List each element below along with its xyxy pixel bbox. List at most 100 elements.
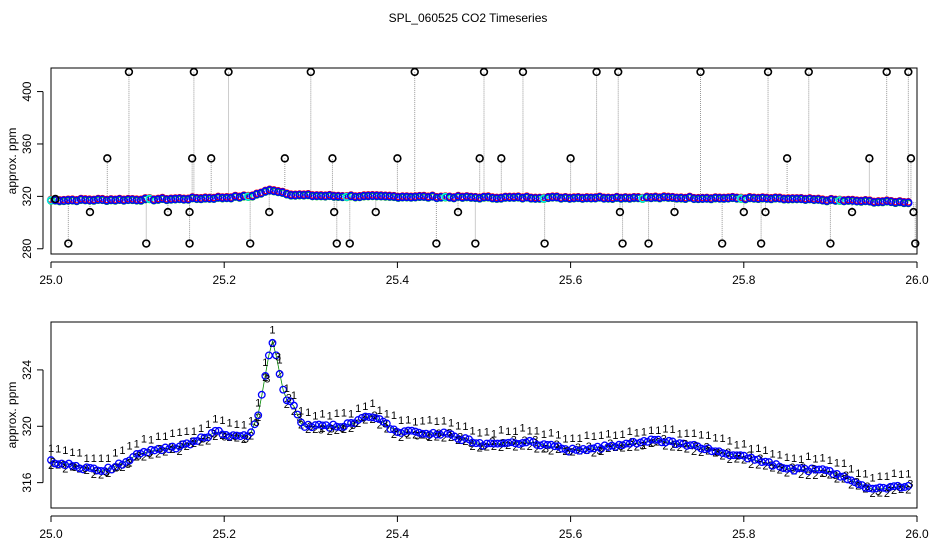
x-tick-label: 25.6	[559, 527, 583, 540]
series-point	[132, 450, 141, 458]
series-blue-point	[831, 196, 840, 205]
series-blue-point	[59, 196, 69, 205]
series-blue-point	[856, 197, 866, 206]
series-point	[557, 444, 566, 453]
series-point	[868, 484, 877, 493]
top-axes: 25.0 25.2 25.4 25.6 25.8 26.0 280 320 360 400	[20, 81, 929, 287]
point-label-2: 2	[784, 467, 790, 479]
point-label-3: 3	[436, 428, 442, 440]
point-label-1: 1	[469, 425, 475, 437]
series-point	[875, 483, 884, 492]
series-blue-point	[282, 189, 291, 199]
series-point	[382, 419, 391, 428]
point-label-3: 3	[672, 439, 678, 451]
point-label-1: 1	[98, 453, 104, 465]
point-label-1: 1	[448, 418, 454, 430]
point-label-1: 1	[698, 429, 704, 441]
series-blue-point	[376, 191, 386, 201]
series-blue-point	[754, 194, 763, 203]
series-blue-point	[183, 195, 193, 204]
series-point	[282, 396, 291, 405]
point-label-1: 1	[369, 398, 375, 410]
point-label-2: 2	[262, 372, 268, 384]
series-blue-point	[175, 194, 184, 203]
point-label-1: 1	[612, 430, 618, 442]
point-label-3: 3	[479, 441, 485, 453]
series-blue-point	[304, 190, 313, 199]
series-blue-point	[432, 193, 442, 202]
series-blue-point	[243, 192, 253, 201]
series-point	[775, 462, 784, 471]
series-blue-point	[805, 194, 814, 204]
outlier-point	[306, 67, 315, 77]
point-label-3: 3	[329, 424, 335, 436]
series-point	[622, 439, 631, 448]
outlier-point	[540, 239, 549, 248]
point-label-3: 3	[907, 478, 913, 490]
series-blue-point	[621, 193, 630, 203]
series-point	[275, 370, 284, 379]
outlier-point	[432, 239, 441, 248]
series-blue-point	[364, 191, 373, 201]
point-label-3: 3	[50, 456, 56, 468]
outlier-point	[51, 194, 60, 204]
point-label-1: 1	[548, 428, 554, 440]
point-label-1: 1	[812, 454, 818, 466]
x-tick-label: 26.0	[905, 273, 929, 287]
series-point	[665, 436, 673, 445]
point-label-1: 1	[870, 472, 876, 484]
series-blue-point	[141, 194, 150, 204]
series-blue-point	[128, 195, 137, 204]
series-point	[225, 432, 234, 441]
series-blue-point	[81, 195, 90, 205]
series-point	[139, 447, 148, 456]
series-blue-point	[702, 194, 712, 203]
series-point	[543, 440, 552, 449]
series-point	[843, 475, 852, 484]
point-label-2: 2	[405, 429, 411, 441]
point-label-2: 2	[698, 447, 704, 459]
series-point	[357, 414, 366, 422]
point-label-1: 1	[391, 410, 397, 422]
series-blue-point	[569, 193, 579, 203]
point-label-1: 1	[248, 416, 254, 428]
series-blue-point	[839, 196, 849, 206]
series-blue-point	[719, 194, 729, 203]
x-tick-label: 25.2	[213, 273, 237, 287]
series-blue-point	[68, 195, 77, 205]
x-tick-label: 25.8	[732, 273, 756, 287]
series-point	[886, 482, 895, 491]
series-blue-point	[561, 193, 570, 202]
point-label-2: 2	[112, 462, 118, 474]
outlier-point	[189, 67, 199, 77]
series-blue-point	[278, 188, 287, 197]
point-label-3: 3	[254, 417, 260, 429]
series-point	[879, 483, 888, 492]
series-point	[854, 480, 863, 489]
series-blue-point	[261, 187, 270, 196]
series-blue-point	[162, 195, 171, 204]
series-blue-point	[634, 193, 643, 203]
series-blue-point	[136, 196, 146, 205]
series-blue-point	[865, 196, 874, 206]
point-label-2: 2	[691, 446, 697, 458]
point-label-1: 1	[798, 454, 804, 466]
series-point	[711, 447, 720, 456]
point-label-1: 1	[712, 433, 718, 445]
series-point	[189, 437, 198, 446]
x-tick-label: 25.8	[732, 527, 756, 540]
point-label-1: 1	[884, 471, 890, 483]
series-blue-point	[861, 196, 870, 205]
series-point	[750, 455, 759, 464]
point-label-2: 2	[241, 434, 247, 446]
outlier-point	[847, 207, 857, 217]
point-label-1: 1	[398, 415, 404, 427]
x-tick-label: 25.0	[39, 273, 63, 287]
series-point	[700, 445, 709, 454]
outlier-point	[782, 154, 792, 163]
series-blue-point	[235, 193, 244, 202]
point-label-1: 1	[62, 445, 68, 457]
point-label-2: 2	[141, 452, 147, 464]
point-label-1: 1	[755, 443, 761, 455]
point-label-1: 1	[262, 357, 268, 369]
